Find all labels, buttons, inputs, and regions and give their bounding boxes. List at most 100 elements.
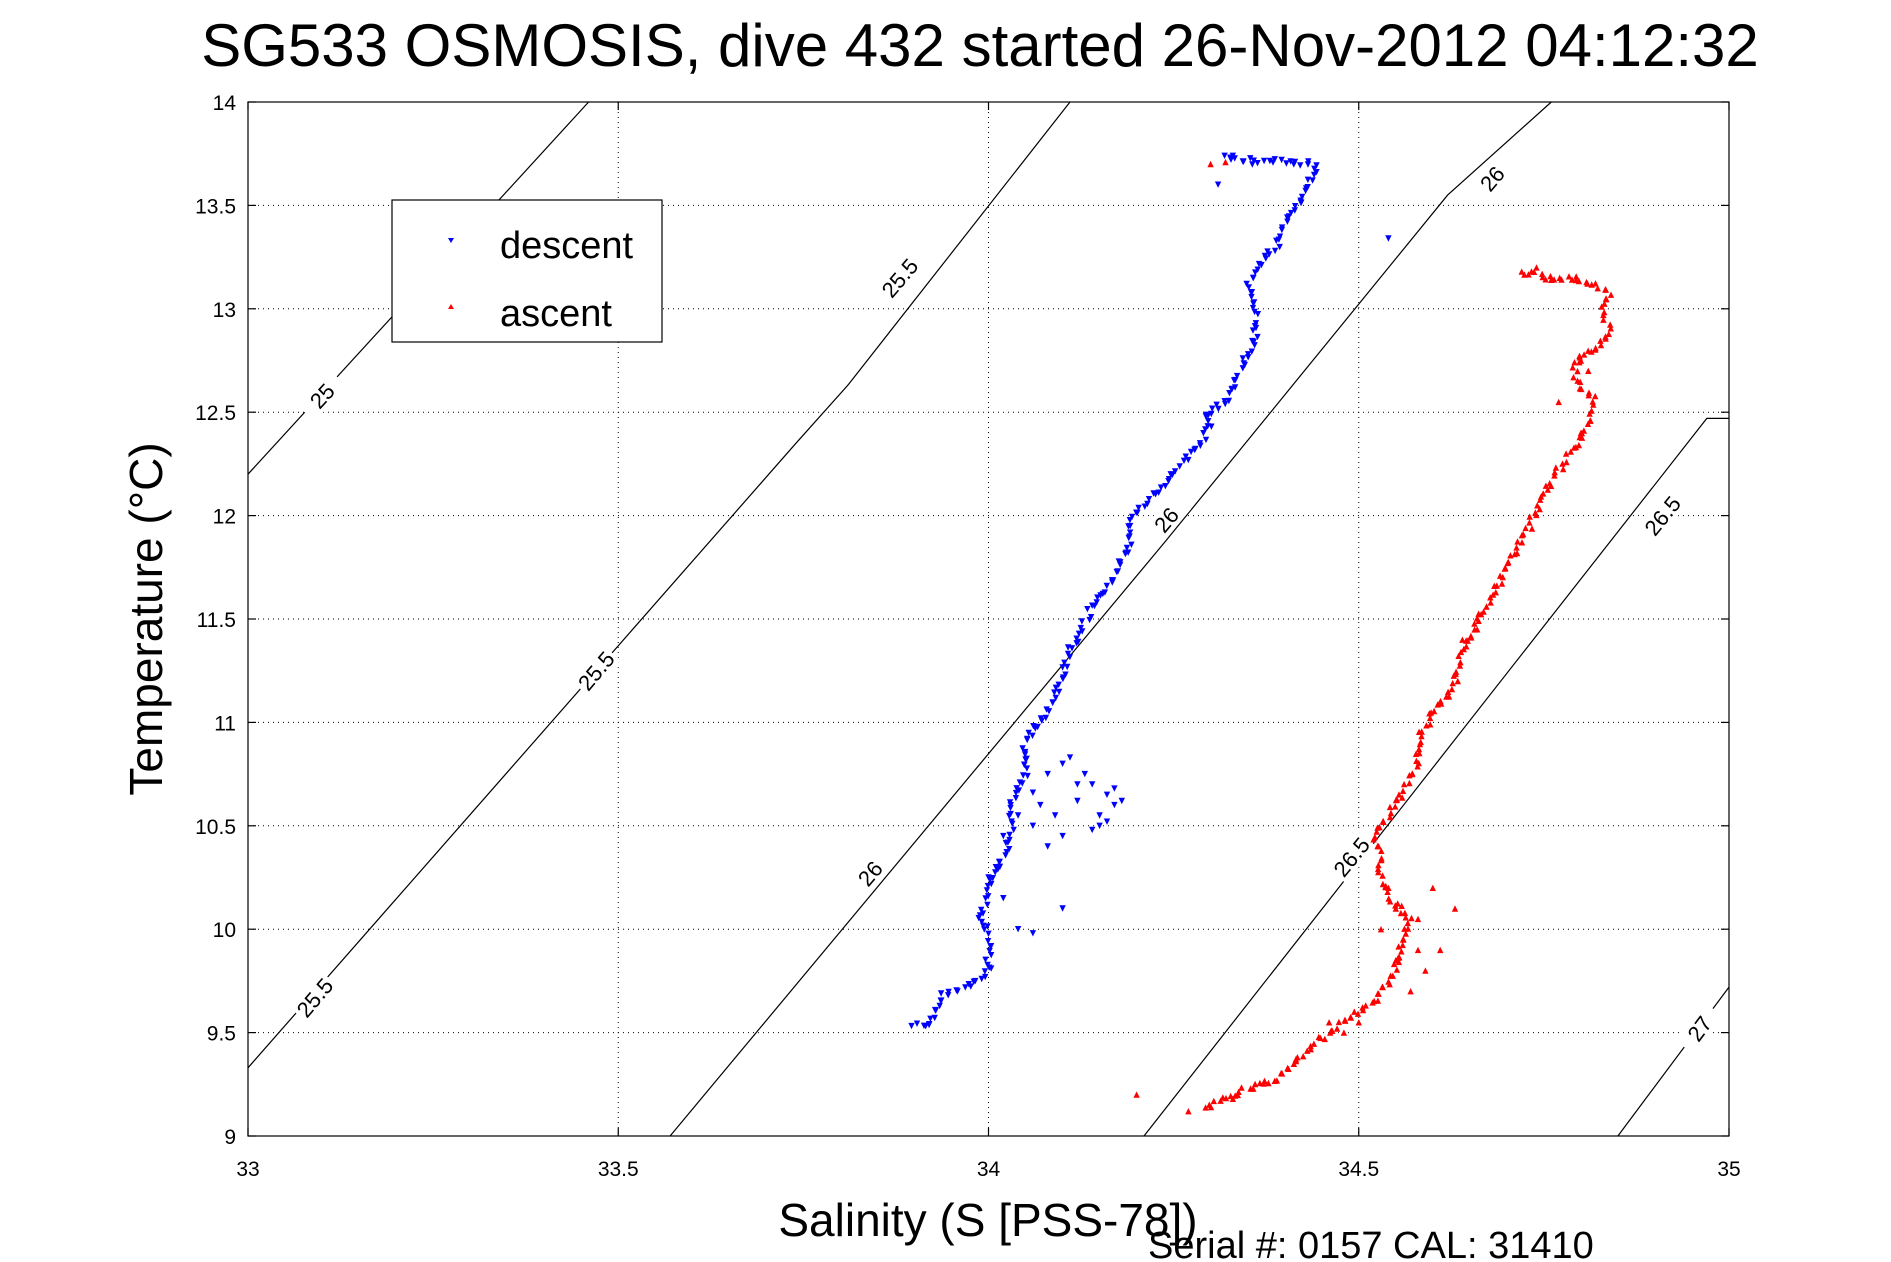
descent-point [1037, 801, 1044, 809]
ascent-point [1351, 1008, 1358, 1015]
descent-point [1298, 193, 1306, 201]
descent-point [1111, 785, 1118, 792]
descent-point [1214, 181, 1222, 188]
descent-point [1265, 251, 1273, 258]
ascent-point [1398, 902, 1405, 909]
ascent-point [1449, 679, 1456, 687]
descent-point [1208, 423, 1215, 430]
descent-point [1064, 650, 1072, 658]
descent-point [1385, 235, 1392, 242]
descent-point [1055, 681, 1062, 688]
contour-label-mask [571, 644, 621, 697]
ascent-point [1467, 632, 1475, 640]
ascent-point [1505, 558, 1512, 566]
descent-point [995, 858, 1003, 866]
contour-label-mask [1326, 830, 1376, 884]
descent-point [1029, 789, 1037, 796]
y-tick-label: 12 [213, 506, 236, 529]
ascent-point [1580, 427, 1588, 434]
descent-point [985, 893, 992, 900]
descent-point [1304, 184, 1311, 191]
descent-point [1162, 483, 1169, 490]
ascent-point [1532, 509, 1539, 516]
descent-point [1114, 568, 1122, 575]
descent-point [1103, 791, 1111, 798]
descent-point [1059, 664, 1066, 671]
ascent-point [1315, 1033, 1322, 1041]
ascent-point [1222, 1094, 1230, 1102]
descent-point [1287, 209, 1295, 217]
ascent-point [1607, 325, 1614, 332]
ascent-point [1427, 721, 1434, 728]
ascent-point [1474, 626, 1481, 633]
descent-point [1258, 261, 1265, 269]
descent-point [1250, 274, 1257, 281]
ascent-point [1480, 608, 1487, 615]
ascent-point [1325, 1019, 1333, 1026]
ascent-point [1373, 828, 1380, 835]
descent-point [984, 961, 991, 969]
descent-point [1117, 559, 1124, 566]
descent-point [1125, 534, 1132, 542]
descent-point [1006, 836, 1013, 844]
contour-label-mask [1467, 152, 1517, 205]
x-axis-label: Salinity (S [PSS-78]) [778, 1194, 1197, 1246]
descent-point [1029, 930, 1037, 937]
descent-point [981, 968, 989, 975]
descent-point [982, 973, 989, 981]
descent-point [1045, 708, 1053, 715]
ascent-point [1307, 1046, 1314, 1053]
descent-point [978, 975, 985, 983]
density-contour-line [1143, 417, 1729, 1137]
ascent-point [1333, 1025, 1341, 1032]
descent-point [985, 930, 992, 937]
ascent-point [1379, 880, 1387, 888]
legend: descent ascent [391, 199, 663, 343]
ascent-point [1273, 1077, 1281, 1084]
ascent-point [1563, 458, 1570, 466]
ascent-point [1398, 948, 1405, 955]
ascent-point [1407, 988, 1414, 995]
ascent-point [1354, 1010, 1362, 1017]
descent-point [1283, 160, 1290, 167]
ascent-point [1375, 861, 1382, 869]
descent-point [1248, 289, 1255, 297]
descent-point [1097, 592, 1104, 599]
descent-point [1247, 155, 1254, 162]
ascent-point [1575, 441, 1583, 449]
ascent-point [1417, 738, 1424, 746]
descent-point [937, 990, 945, 997]
ascent-point [1533, 264, 1540, 271]
descent-point [1169, 471, 1176, 479]
descent-point [1081, 770, 1088, 778]
y-tick-label: 9.5 [207, 1023, 236, 1046]
ascent-point [1520, 530, 1527, 538]
ascent-point [1444, 688, 1452, 695]
descent-point [1021, 761, 1028, 769]
ascent-point [1456, 662, 1464, 669]
descent-point [938, 997, 945, 1004]
descent-point [1089, 826, 1096, 834]
ascent-point [1565, 273, 1573, 280]
ascent-point [1551, 469, 1558, 476]
ascent-point [1386, 803, 1394, 811]
ascent-point [1335, 1018, 1343, 1026]
descent-point [1052, 684, 1060, 691]
ascent-point [1577, 357, 1585, 364]
descent-point [1260, 157, 1268, 165]
ascent-point [1300, 1053, 1307, 1060]
descent-point [1025, 729, 1032, 737]
ascent-point [1404, 925, 1412, 932]
ascent-point [1556, 274, 1563, 281]
descent-point [927, 1015, 934, 1022]
legend-descent-marker [448, 238, 454, 243]
ascent-point [1588, 407, 1595, 414]
descent-point [1145, 496, 1153, 503]
descent-point [962, 984, 969, 991]
descent-point [1196, 440, 1204, 447]
descent-point [1231, 384, 1239, 391]
descent-point [1014, 812, 1022, 819]
ascent-point [1392, 902, 1399, 909]
descent-point [986, 947, 993, 955]
ascent-point [1601, 308, 1608, 316]
